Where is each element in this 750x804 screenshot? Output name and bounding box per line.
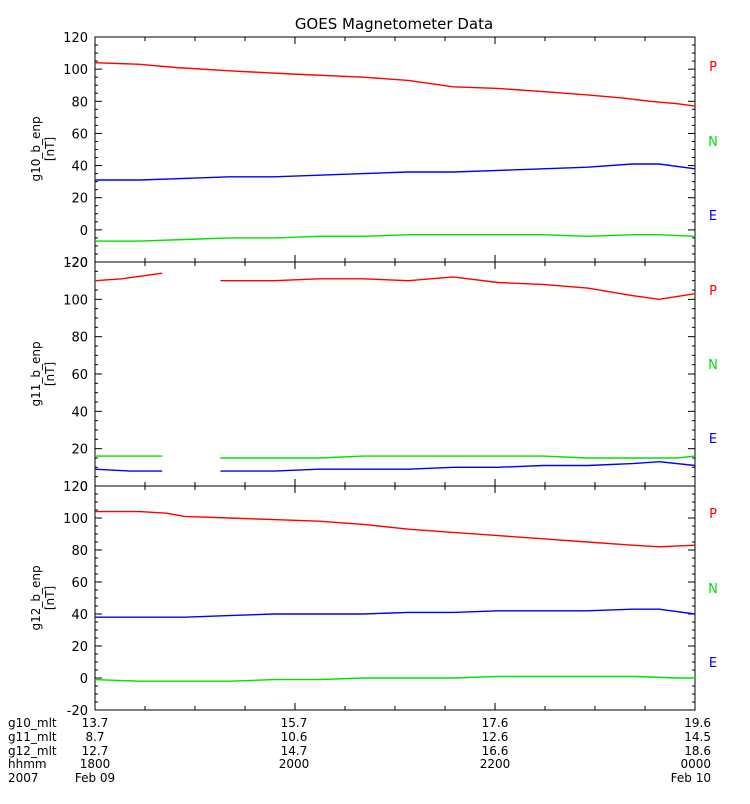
series-line-E [94, 468, 163, 472]
y-axis-label: g10_b_enp [29, 116, 43, 181]
y-axis-label: g12_b_enp [29, 565, 43, 630]
x-row-value: 1800 [80, 757, 111, 771]
y-tick-label: 40 [71, 405, 88, 420]
y-tick-label: 60 [71, 576, 88, 591]
x-row-value: 18.6 [684, 744, 711, 758]
x-row-value: 12.7 [82, 744, 109, 758]
panel-frame [94, 261, 696, 487]
y-tick-label: 80 [71, 331, 88, 346]
x-row-value: 15.7 [281, 716, 308, 730]
x-row-value: 19.6 [684, 716, 711, 730]
x-row-label: g10_mlt [8, 716, 57, 730]
x-row-value: 0000 [680, 757, 711, 771]
y-axis-unit: [nT] [43, 586, 57, 610]
series-line-E [95, 163, 696, 181]
y-tick-label: 0 [80, 480, 88, 495]
y-tick-label: 120 [63, 480, 88, 495]
y-tick-label: -20 [67, 704, 88, 719]
x-row-value: 13.7 [82, 716, 109, 730]
series-line-E [95, 608, 696, 618]
y-tick-label: 100 [63, 293, 88, 308]
legend-entry-N: N [708, 135, 718, 150]
y-tick-label: 60 [71, 368, 88, 383]
series-line-N [95, 234, 696, 242]
legend-entry-E: E [709, 432, 717, 447]
legend-entry-E: E [709, 656, 717, 671]
y-axis-unit: [nT] [43, 137, 57, 161]
x-row-label: 2007 [8, 771, 39, 785]
y-tick-label: 60 [71, 127, 88, 142]
y-tick-label: 100 [63, 512, 88, 527]
y-tick-label: 40 [71, 160, 88, 175]
series-line-P [94, 272, 163, 282]
legend-entry-N: N [708, 358, 718, 373]
chart-title: GOES Magnetometer Data [295, 15, 493, 33]
x-row-value: Feb 10 [671, 771, 711, 785]
series-line-N [94, 675, 695, 682]
series-line-P [95, 510, 696, 548]
x-row-value: Feb 09 [75, 771, 115, 785]
series-line-P [220, 276, 696, 301]
legend-entry-P: P [709, 60, 717, 75]
x-row-value: 2000 [279, 757, 310, 771]
y-tick-label: 0 [80, 224, 88, 239]
series-line-N [220, 455, 696, 459]
x-row-value: 10.6 [281, 730, 308, 744]
x-row-label: hhmm [8, 757, 47, 771]
y-axis-unit: [nT] [43, 362, 57, 386]
y-tick-label: 120 [63, 31, 88, 46]
panel-frame [94, 36, 696, 263]
x-row-value: 17.6 [482, 716, 509, 730]
y-axis-label: g11_b_enp [29, 341, 43, 406]
y-tick-label: 120 [63, 256, 88, 271]
y-tick-label: 20 [71, 192, 88, 207]
x-row-value: 2200 [480, 757, 511, 771]
y-tick-label: -20 [67, 256, 88, 271]
x-row-value: 8.7 [85, 730, 104, 744]
x-row-label: g12_mlt [8, 744, 57, 758]
y-tick-label: 40 [71, 608, 88, 623]
series-line-P [94, 62, 696, 107]
x-row-value: 16.6 [482, 744, 509, 758]
legend-entry-P: P [709, 284, 717, 299]
y-tick-label: 0 [80, 672, 88, 687]
y-tick-label: 20 [71, 640, 88, 655]
y-tick-label: 100 [63, 63, 88, 78]
y-tick-label: 80 [71, 95, 88, 110]
x-row-value: 14.7 [281, 744, 308, 758]
x-row-label: g11_mlt [8, 730, 57, 744]
x-row-value: 14.5 [684, 730, 711, 744]
legend-entry-P: P [709, 507, 717, 522]
series-line-E [220, 460, 696, 472]
x-row-value: 12.6 [482, 730, 509, 744]
y-tick-label: 20 [71, 443, 88, 458]
legend-entry-N: N [708, 582, 718, 597]
y-tick-label: 80 [71, 544, 88, 559]
legend-entry-E: E [709, 209, 717, 224]
